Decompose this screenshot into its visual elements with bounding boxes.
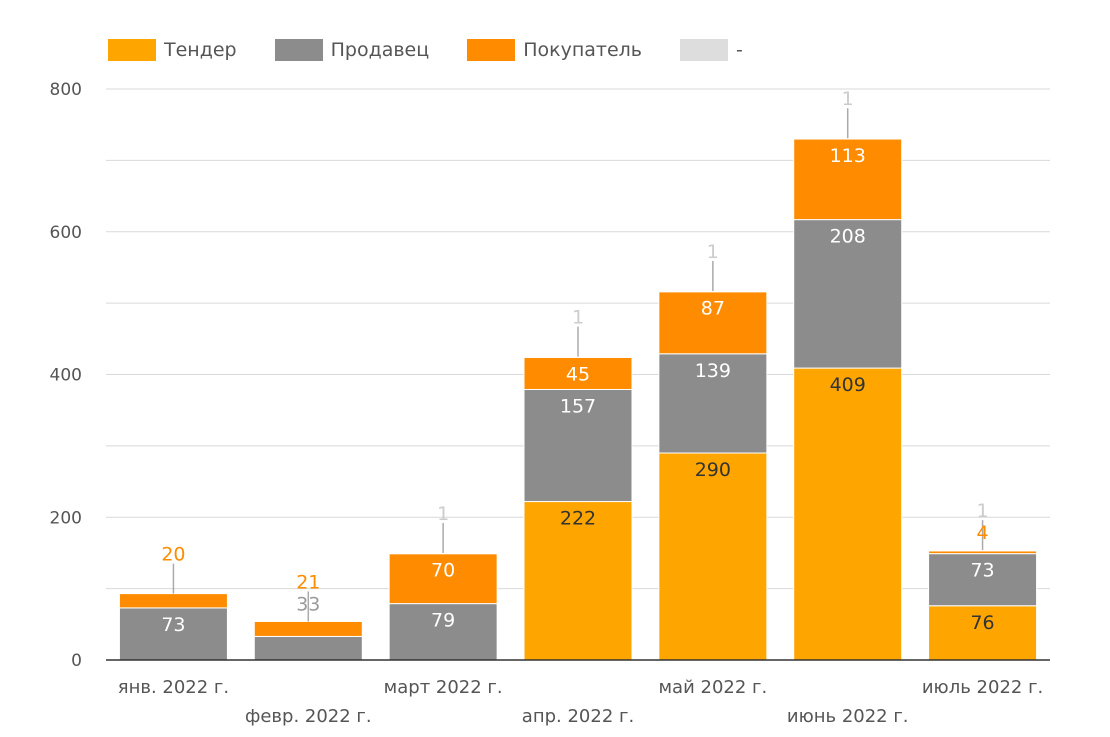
x-tick-label: апр. 2022 г. [522,706,634,727]
data-label: 73 [970,560,994,582]
data-label: 79 [431,610,455,632]
bar-segment [523,501,633,661]
data-label: 290 [695,459,731,481]
x-tick-label: июнь 2022 г. [787,706,909,727]
data-label: 1 [707,241,719,263]
bar-segment [658,452,768,661]
data-label: 21 [296,571,320,593]
bar-segment [388,552,498,555]
legend-item-seller[interactable]: Продавец [274,39,430,61]
bar-segment [793,138,903,221]
data-label: 33 [296,593,320,615]
data-label: 87 [701,298,725,320]
bar-segment [253,620,363,637]
y-tick-label: 200 [50,508,82,528]
legend-swatch-dash [679,39,728,61]
legend: Тендер Продавец Покупатель - [108,36,781,64]
y-tick-label: 0 [71,651,82,671]
legend-item-dash[interactable]: - [679,39,743,61]
bar-segment [928,549,1038,552]
bar-segment [253,635,363,661]
bar-segment [658,290,768,293]
x-tick-label: май 2022 г. [658,677,767,698]
bar-segment [793,137,903,140]
data-label: 113 [830,145,866,167]
legend-swatch-buyer [467,39,516,61]
bar-segment [928,605,1038,661]
data-label: 73 [161,614,185,636]
data-label: 70 [431,560,455,582]
bar-segment [388,553,498,605]
x-tick-label: янв. 2022 г. [118,677,229,698]
data-label: 1 [437,503,449,525]
legend-swatch-tender [108,39,156,61]
data-label: 4 [977,522,989,544]
legend-label-buyer: Покупатель [523,39,642,61]
data-label: 1 [977,500,989,522]
legend-label-seller: Продавец [330,39,430,61]
bar-segment [793,367,903,661]
legend-item-tender[interactable]: Тендер [108,39,237,61]
data-label: 76 [970,612,994,634]
legend-item-buyer[interactable]: Покупатель [467,39,642,61]
bar-segment [118,593,228,609]
x-tick-label: март 2022 г. [384,677,503,698]
bar-segment [523,388,633,503]
y-tick-label: 600 [50,223,82,243]
y-tick-label: 800 [50,80,82,100]
data-label: 222 [560,508,596,530]
y-tick-label: 400 [50,366,82,386]
bar-segment [658,291,768,355]
bar-segment [928,553,1038,607]
data-label: 1 [842,88,854,110]
legend-label-dash: - [735,39,743,61]
bar-segment [118,607,228,661]
legend-label-tender: Тендер [164,39,237,61]
data-label: 409 [830,374,866,396]
data-label: 45 [566,363,590,385]
x-tick-label: февр. 2022 г. [245,706,372,727]
data-label: 1 [572,307,584,329]
bar-segment [523,356,633,358]
data-label: 208 [830,226,866,248]
data-label: 157 [560,395,596,417]
x-tick-label: июль 2022 г. [922,677,1043,698]
bar-segment [793,219,903,369]
bar-segment [658,353,768,454]
legend-swatch-seller [274,39,323,61]
data-label: 139 [695,360,731,382]
bar-segment [523,356,633,390]
data-label: 20 [161,544,185,566]
